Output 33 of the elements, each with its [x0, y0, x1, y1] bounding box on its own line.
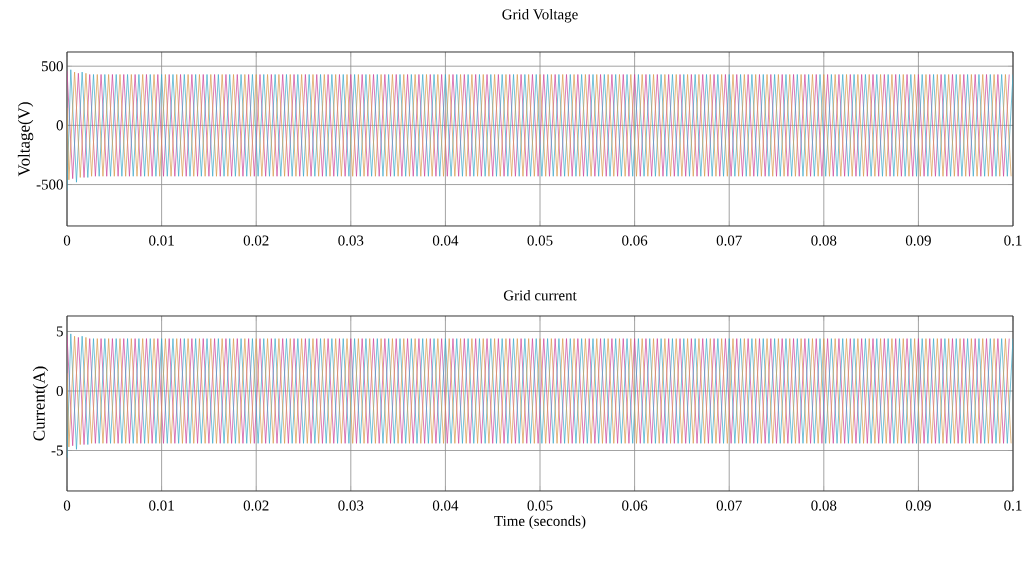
chart-title: Grid current: [503, 289, 577, 301]
x-tick-label: 0.07: [716, 500, 742, 511]
x-tick-label: 0.05: [527, 235, 553, 246]
x-tick-label: 0.09: [905, 500, 931, 511]
y-tick-label: 5: [56, 326, 63, 337]
x-tick-label: 0.02: [243, 500, 269, 511]
x-tick-label: 0.09: [905, 235, 931, 246]
y-tick-label: 500: [41, 61, 63, 72]
x-axis-title: Time (seconds): [494, 515, 586, 530]
x-tick-label: 0.07: [716, 235, 742, 246]
y-tick-label: 0: [56, 120, 63, 131]
y-tick-label: -5: [51, 445, 63, 456]
y-axis-title: Voltage(V): [17, 102, 34, 177]
y-tick-label: 0: [56, 385, 63, 397]
x-tick-label: 0.1: [1004, 235, 1022, 246]
x-tick-label: 0.08: [811, 235, 837, 246]
x-tick-label: 0.01: [149, 500, 174, 511]
y-tick-label: -500: [36, 179, 63, 190]
y-axis-title: Current(A): [32, 366, 49, 441]
x-tick-label: 0: [63, 500, 71, 511]
x-tick-label: 0.1: [1004, 500, 1022, 511]
x-tick-label: 0.02: [243, 235, 269, 246]
x-tick-label: 0.01: [149, 235, 174, 246]
x-tick-label: 0.08: [811, 500, 837, 511]
x-tick-label: 0.06: [622, 500, 648, 511]
x-tick-label: 0.04: [432, 235, 459, 246]
chart-title: Grid Voltage: [502, 8, 578, 23]
x-tick-label: 0.03: [338, 235, 364, 246]
x-tick-label: 0.05: [527, 500, 553, 511]
x-tick-label: 0.06: [622, 235, 648, 246]
x-tick-label: 0: [63, 235, 71, 246]
x-tick-label: 0.03: [338, 500, 364, 511]
x-tick-label: 0.04: [432, 500, 459, 511]
